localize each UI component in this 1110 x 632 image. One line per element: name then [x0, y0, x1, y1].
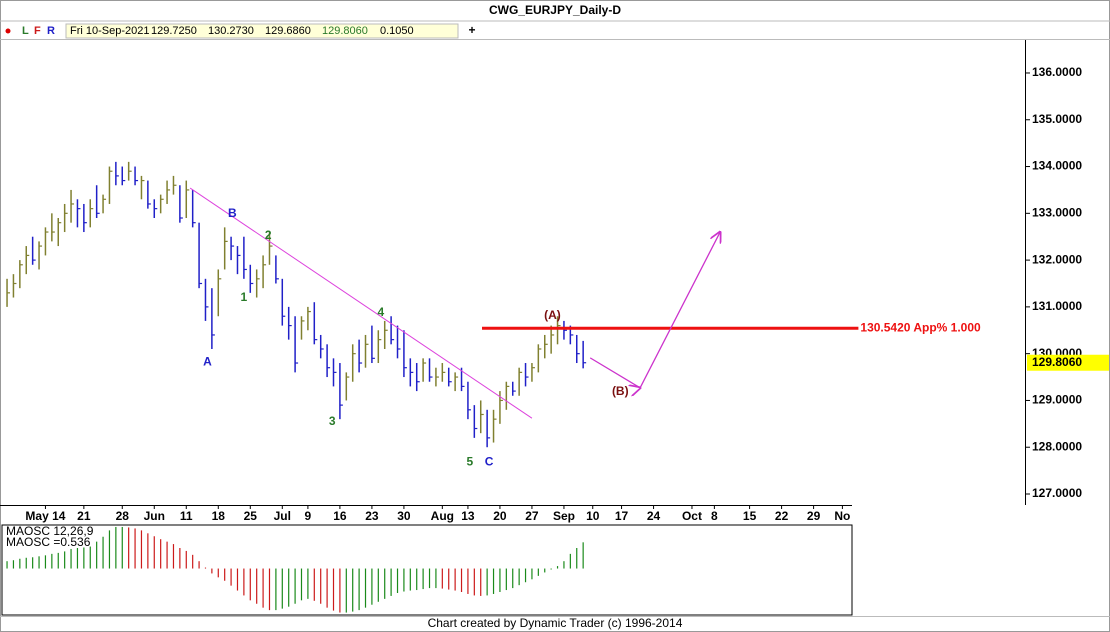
- wave-label: 3: [329, 414, 336, 428]
- x-tick-label: 15: [743, 509, 757, 523]
- x-tick-label: 9: [305, 509, 312, 523]
- x-tick-label: Aug: [431, 509, 454, 523]
- button-l[interactable]: L: [22, 25, 29, 37]
- indicator-name: MAOSC 12,26,9: [6, 524, 94, 538]
- readout-close: 129.8060: [322, 25, 368, 37]
- x-tick-label: 16: [333, 509, 347, 523]
- y-tick-label: 131.0000: [1032, 299, 1082, 313]
- wave-label: 4: [378, 305, 385, 319]
- y-tick-label: 134.0000: [1032, 159, 1082, 173]
- wave-label: B: [228, 206, 237, 220]
- wave-label: 2: [265, 228, 272, 242]
- x-tick-label: 24: [647, 509, 661, 523]
- wave-label: (A): [544, 308, 561, 322]
- x-tick-label: 11: [180, 509, 193, 523]
- button-r[interactable]: R: [47, 25, 55, 37]
- x-tick-label: 18: [212, 509, 226, 523]
- x-tick-label: Jul: [274, 509, 291, 523]
- x-tick-label: 10: [586, 509, 600, 523]
- x-tick-label: 29: [807, 509, 821, 523]
- status-dot: [5, 28, 11, 34]
- x-tick-label: 27: [525, 509, 539, 523]
- y-tick-label: 129.0000: [1032, 393, 1082, 407]
- projection: [589, 232, 720, 388]
- add-button[interactable]: +: [468, 23, 475, 37]
- x-tick-label: Jun: [144, 509, 165, 523]
- x-tick-label: 17: [615, 509, 629, 523]
- x-tick-label: May 14: [25, 509, 65, 523]
- readout-date: Fri 10-Sep-2021: [70, 25, 150, 37]
- x-tick-label: Sep: [553, 509, 575, 523]
- x-tick-label: 28: [116, 509, 130, 523]
- wave-label: 1: [241, 290, 248, 304]
- y-tick-label: 127.0000: [1032, 486, 1082, 500]
- ohlc-readout: [65, 23, 459, 39]
- level-label: 130.5420 App% 1.000: [860, 320, 981, 334]
- wave-label: C: [485, 454, 494, 468]
- footer: Chart created by Dynamic Trader (c) 1996…: [428, 616, 683, 630]
- trendline: [189, 187, 533, 419]
- x-tick-label: 8: [711, 509, 718, 523]
- last-price-label: 129.8060: [1032, 355, 1082, 369]
- chart-title: CWG_EURJPY_Daily-D: [489, 3, 621, 17]
- readout-open: 129.7250: [151, 25, 197, 37]
- x-tick-label: 22: [775, 509, 789, 523]
- wave-label: (B): [612, 384, 629, 398]
- x-tick-label: 20: [493, 509, 507, 523]
- y-tick-label: 133.0000: [1032, 205, 1082, 219]
- plot: [6, 161, 859, 448]
- y-tick-label: 136.0000: [1032, 65, 1082, 79]
- x-tick-label: 13: [461, 509, 475, 523]
- y-tick-label: 132.0000: [1032, 252, 1082, 266]
- x-tick-label: No: [834, 509, 850, 523]
- x-tick-label: 30: [397, 509, 411, 523]
- wave-label: 5: [467, 454, 474, 468]
- y-tick-label: 128.0000: [1032, 439, 1082, 453]
- x-tick-label: 21: [77, 509, 91, 523]
- readout-low: 129.6860: [265, 25, 311, 37]
- last-price-box: [1027, 354, 1109, 371]
- wave-label: A: [203, 354, 212, 368]
- button-f[interactable]: F: [34, 25, 41, 37]
- indicator-readout: MAOSC =0.536: [6, 535, 91, 549]
- readout-high: 130.2730: [208, 25, 254, 37]
- indicator-panel: [1, 524, 853, 616]
- x-tick-label: 25: [244, 509, 258, 523]
- x-tick-label: Oct: [682, 509, 702, 523]
- x-tick-label: 23: [365, 509, 379, 523]
- readout-change: 0.1050: [380, 25, 414, 37]
- y-tick-label: 135.0000: [1032, 112, 1082, 126]
